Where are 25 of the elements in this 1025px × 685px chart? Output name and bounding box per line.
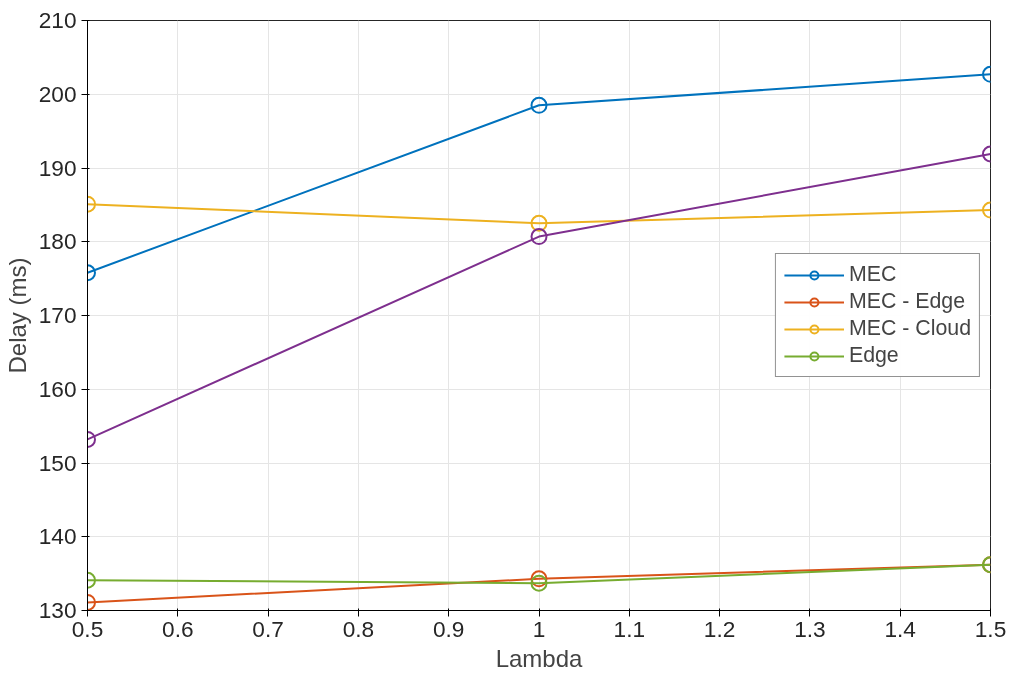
x-tick-label: 1 bbox=[532, 615, 546, 642]
y-tick-label: 140 bbox=[38, 523, 77, 550]
y-tick-label: 160 bbox=[38, 375, 77, 402]
y-axis-title: Delay (ms) bbox=[3, 257, 31, 374]
x-tick-label: 0.7 bbox=[252, 615, 284, 642]
y-tick-label: 130 bbox=[38, 597, 77, 623]
y-tick-label: 200 bbox=[38, 80, 77, 107]
legend-label: MEC - Cloud bbox=[848, 316, 971, 341]
y-tick-label: 190 bbox=[38, 154, 77, 181]
x-tick-label: 0.9 bbox=[432, 615, 465, 642]
legend-label: MEC - Edge bbox=[848, 289, 966, 314]
legend-label: Edge bbox=[848, 343, 899, 368]
x-axis-title: Lambda bbox=[495, 644, 584, 672]
x-tick-label: 1.1 bbox=[613, 615, 646, 642]
y-tick-label: 180 bbox=[38, 228, 77, 255]
x-tick-label: 0.6 bbox=[162, 615, 194, 642]
x-tick-label: 1.4 bbox=[884, 615, 916, 642]
y-tick-label: 210 bbox=[38, 7, 77, 33]
legend-label: MEC bbox=[848, 262, 897, 287]
x-tick-label: 1.3 bbox=[794, 615, 826, 642]
x-tick-label: 1.2 bbox=[703, 615, 736, 642]
y-tick-label: 150 bbox=[38, 449, 77, 476]
x-tick-label: 1.5 bbox=[974, 615, 1007, 642]
y-tick-label: 170 bbox=[38, 302, 77, 328]
x-tick-label: 0.8 bbox=[342, 615, 375, 642]
